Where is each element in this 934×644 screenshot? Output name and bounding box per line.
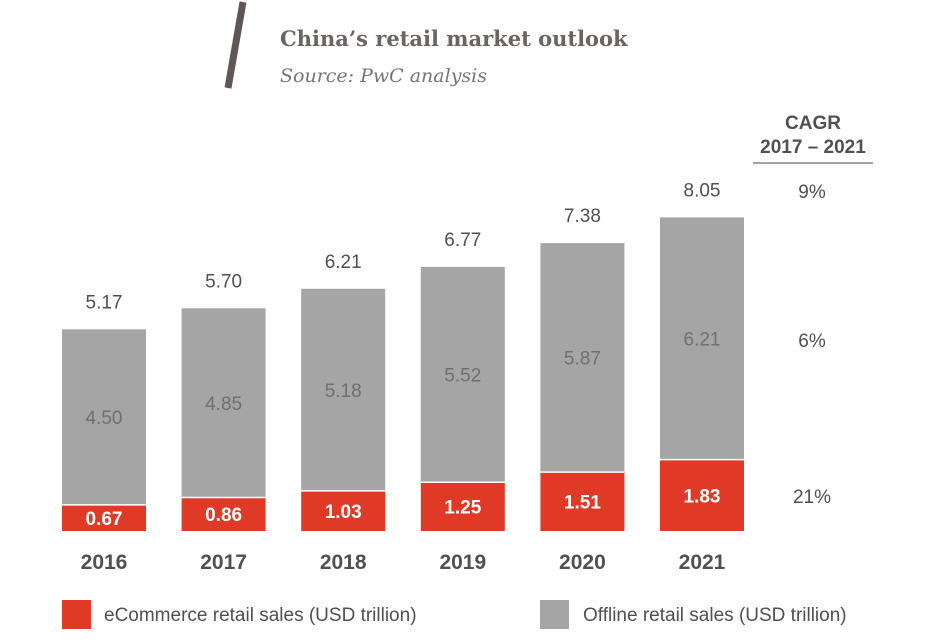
cagr-total: 9% — [798, 182, 826, 203]
cagr-offline: 6% — [798, 331, 826, 352]
total-value-label: 6.77 — [444, 230, 481, 251]
offline-value-label: 5.52 — [444, 366, 481, 387]
ecommerce-value-label: 1.03 — [325, 502, 362, 523]
bar-offline — [420, 266, 505, 483]
bar-offline — [62, 329, 146, 505]
bars-group: 4.50 0.67 5.17 2016 4.85 0.86 5.70 2017 5.18 1.03… — [62, 180, 744, 574]
bar-offline — [540, 243, 625, 473]
offline-value-label: 5.87 — [564, 349, 601, 370]
x-tick-label: 2020 — [559, 551, 606, 574]
x-tick-label: 2016 — [81, 551, 128, 574]
cagr-ecommerce: 21% — [793, 487, 831, 508]
ecommerce-value-label: 1.51 — [564, 493, 601, 514]
x-tick-label: 2017 — [200, 551, 247, 574]
ecommerce-value-label: 1.83 — [684, 486, 721, 507]
bar-ecommerce — [660, 459, 744, 531]
cagr-period: 2017 – 2021 — [760, 137, 866, 158]
ecommerce-value-label: 1.25 — [444, 498, 481, 519]
offline-value-label: 6.21 — [684, 330, 721, 351]
legend-swatch-offline — [540, 600, 569, 629]
ecommerce-value-label: 0.86 — [205, 505, 242, 526]
legend-label-offline: Offline retail sales (USD trillion) — [583, 605, 847, 626]
x-tick-label: 2018 — [320, 551, 367, 574]
bar-ecommerce — [420, 482, 505, 531]
bar-ecommerce — [181, 497, 266, 531]
chart-subtitle: Source: PwC analysis — [280, 65, 487, 87]
bar-offline — [181, 308, 266, 498]
bar-ecommerce — [301, 490, 386, 531]
legend-swatch-ecommerce — [62, 600, 91, 629]
bar-offline — [660, 217, 744, 460]
offline-value-label: 4.50 — [86, 408, 123, 429]
bar-ecommerce — [540, 472, 625, 531]
offline-value-label: 5.18 — [325, 381, 362, 402]
bar-ecommerce — [62, 504, 146, 531]
cagr-header: CAGR — [785, 113, 841, 134]
total-value-label: 8.05 — [684, 180, 721, 201]
title-accent-slash — [224, 1, 247, 89]
total-value-label: 5.17 — [86, 292, 123, 313]
legend-label-ecommerce: eCommerce retail sales (USD trillion) — [104, 605, 417, 626]
ecommerce-value-label: 0.67 — [86, 509, 123, 530]
bar-offline — [301, 288, 386, 491]
total-value-label: 5.70 — [205, 271, 242, 292]
chart-title: China’s retail market outlook — [280, 26, 628, 51]
x-tick-label: 2021 — [679, 551, 726, 574]
offline-value-label: 4.85 — [205, 394, 242, 415]
total-value-label: 6.21 — [325, 252, 362, 273]
total-value-label: 7.38 — [564, 206, 601, 227]
x-tick-label: 2019 — [439, 551, 486, 574]
